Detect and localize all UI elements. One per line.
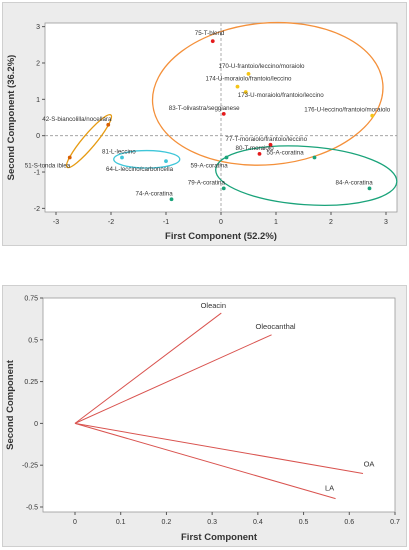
x-tick-label: 0.1 [116,519,126,526]
data-point [221,111,226,116]
data-point [235,84,240,89]
x-tick-label: 0.2 [162,519,172,526]
point-label: 42-S-biancolilla/nocellara [42,116,112,123]
point-label: 77-T-moraiolo/frantoio/leccino [226,136,308,143]
data-point [120,155,124,160]
data-point [164,159,168,164]
point-label: 51-S-tonda iblea [25,162,71,169]
data-point [312,155,317,160]
loading-label: OA [364,460,375,469]
point-label: 174-U-moraiolo/frantoio/leccino [206,76,293,83]
data-point [268,142,273,147]
x-tick-label: 1 [274,219,278,226]
x-tick-label: 0.3 [207,519,217,526]
data-point [224,155,229,160]
x-tick-label: -2 [108,219,114,226]
y-tick-label: 0.5 [28,337,38,344]
x-tick-label: 0 [73,519,77,526]
x-tick-label: 0.4 [253,519,263,526]
y-tick-label: -1 [34,170,40,177]
x-tick-label: 0 [219,219,223,226]
data-point [221,186,226,191]
loading-plot: 0 0.1 0.2 0.3 0.4 0.5 0.6 0.7 -0.5 -0.25 0 0.25 0.5 0… [5,296,400,544]
x-axis-title: First Component [181,532,258,543]
x-tick-label: 3 [384,219,388,226]
y-tick-label: -0.25 [22,463,38,470]
point-label: 74-A-coratina [136,190,174,197]
x-tick-label: -3 [53,219,59,226]
x-tick-label: 0.5 [299,519,309,526]
point-label: 173-U-moraiolo/frantoio/leccino [238,92,325,99]
loading-vector [74,422,364,475]
point-label: 80-T-moraiolo [236,145,275,152]
loading-label: Oleacin [201,301,226,310]
data-point [67,155,72,160]
cluster-ellipse-cyan [113,149,181,169]
loading-vector [74,312,222,424]
point-label: 176-U-leccino/frantoio/moraiolo [304,107,391,114]
point-label: 84-A-coratina [336,179,374,186]
y-tick-label: 0 [34,421,38,428]
x-tick-label: -1 [163,219,169,226]
loading-label: Oleocanthal [256,322,296,331]
loading-label: LA [325,484,334,493]
data-point [210,39,215,44]
y-axis-title: Second Component (36.2%) [6,55,17,181]
data-point [257,151,262,156]
x-tick-label: 2 [329,219,333,226]
y-tick-label: 2 [36,60,40,67]
point-label: 64-L-leccino/carboncella [106,166,174,173]
data-point [106,122,111,127]
y-axis-title: Second Component [5,359,16,450]
cluster-ellipse-gold [65,114,113,169]
data-point [370,113,375,118]
point-label: 81-L-leccino [102,148,136,155]
point-label: 55-A-coratina [267,149,305,156]
x-tick-label: 0.7 [390,519,400,526]
point-label: 79-A-coratina [188,179,226,186]
y-tick-label: -2 [34,206,40,213]
y-tick-label: 0.75 [24,296,38,303]
cluster-ellipse-green [215,145,398,206]
x-tick-label: 0.6 [344,519,354,526]
point-label: 59-A-coratina [191,162,229,169]
point-label: 83-T-olivastra/seggianese [169,105,240,112]
y-tick-label: -0.5 [26,504,38,511]
loading-vector [74,334,272,424]
y-tick-label: 0.25 [24,379,38,386]
point-label: 75-T-blend [195,30,225,37]
data-point [243,90,248,94]
score-plot-panel: -3 -2 -1 0 1 2 3 -2 -1 0 1 2 3 75-T-blend 170-U-franto… [2,2,407,246]
loading-vector [74,422,336,500]
data-point [367,186,372,191]
cluster-ellipse-orange [151,21,384,166]
x-axis-title: First Component (52.2%) [165,231,277,242]
plot-area [42,297,396,513]
y-tick-label: 3 [36,24,40,31]
data-point [246,71,251,76]
y-tick-label: 0 [36,133,40,140]
data-point [169,197,174,202]
y-tick-label: 1 [36,97,40,104]
point-label: 170-U-frantoio/leccino/moraiolo [219,63,306,70]
score-plot: -3 -2 -1 0 1 2 3 -2 -1 0 1 2 3 75-T-blend 170-U-franto… [6,21,398,242]
loading-plot-panel: 0 0.1 0.2 0.3 0.4 0.5 0.6 0.7 -0.5 -0.25 0 0.25 0.5 0… [2,285,407,547]
